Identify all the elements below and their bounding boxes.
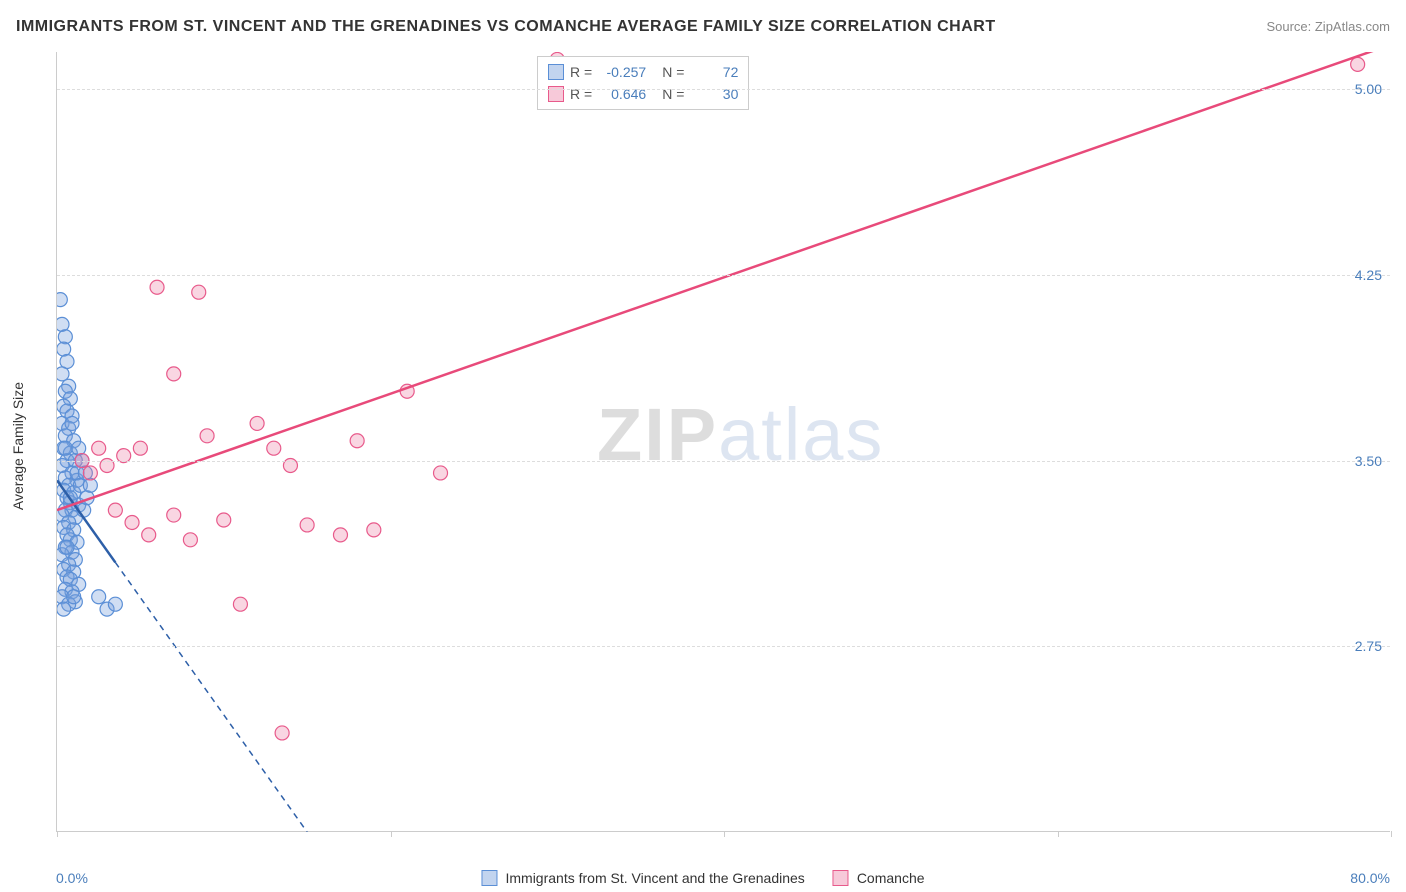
x-tick: [391, 831, 392, 837]
blue-point: [67, 590, 81, 604]
legend-bottom: Immigrants from St. Vincent and the Gren…: [481, 870, 924, 886]
n-label: N =: [662, 83, 684, 105]
r-label: R =: [570, 83, 592, 105]
pink-point: [167, 508, 181, 522]
blue-point: [57, 293, 67, 307]
pink-point: [200, 429, 214, 443]
y-axis-title: Average Family Size: [10, 382, 26, 510]
y-tick-label: 2.75: [1355, 638, 1382, 654]
legend-bottom-item-pink: Comanche: [833, 870, 925, 886]
x-axis-end-label: 80.0%: [1350, 870, 1390, 886]
pink-trendline: [57, 52, 1391, 510]
y-tick-label: 3.50: [1355, 453, 1382, 469]
legend-top: R = -0.257 N = 72 R = 0.646 N = 30: [537, 56, 749, 110]
pink-point: [350, 434, 364, 448]
blue-point: [65, 416, 79, 430]
blue-point: [92, 590, 106, 604]
blue-trendline-dashed: [115, 562, 307, 832]
blue-point: [57, 367, 69, 381]
blue-r-value: -0.257: [598, 61, 646, 83]
pink-point: [1351, 57, 1365, 71]
pink-point: [267, 441, 281, 455]
gridline-h: [57, 646, 1390, 647]
blue-n-value: 72: [690, 61, 738, 83]
pink-point: [133, 441, 147, 455]
pink-point: [217, 513, 231, 527]
blue-point: [108, 597, 122, 611]
blue-point: [58, 441, 72, 455]
pink-point: [367, 523, 381, 537]
pink-point: [92, 441, 106, 455]
pink-point: [83, 466, 97, 480]
chart-svg: [57, 52, 1391, 832]
pink-point: [167, 367, 181, 381]
blue-swatch-bottom: [481, 870, 497, 886]
pink-point: [125, 515, 139, 529]
blue-point: [57, 317, 69, 331]
x-tick: [724, 831, 725, 837]
pink-series-name: Comanche: [857, 870, 925, 886]
blue-point: [60, 540, 74, 554]
pink-point: [108, 503, 122, 517]
gridline-h: [57, 275, 1390, 276]
pink-point: [275, 726, 289, 740]
pink-point: [300, 518, 314, 532]
blue-point: [72, 441, 86, 455]
pink-point: [192, 285, 206, 299]
pink-point: [333, 528, 347, 542]
pink-point: [142, 528, 156, 542]
x-tick: [57, 831, 58, 837]
pink-n-value: 30: [690, 83, 738, 105]
legend-top-row-blue: R = -0.257 N = 72: [548, 61, 738, 83]
plot-area: ZIPatlas R =-0.257N =72R =0.646N =30 2.7…: [56, 52, 1390, 832]
gridline-h: [57, 461, 1390, 462]
x-axis-start-label: 0.0%: [56, 870, 88, 886]
n-label: N =: [662, 61, 684, 83]
legend-top-row-pink: R = 0.646 N = 30: [548, 83, 738, 105]
pink-point: [434, 466, 448, 480]
pink-r-value: 0.646: [598, 83, 646, 105]
pink-point: [150, 280, 164, 294]
blue-point: [57, 602, 71, 616]
y-tick-label: 4.25: [1355, 267, 1382, 283]
blue-series-name: Immigrants from St. Vincent and the Gren…: [505, 870, 804, 886]
blue-point: [58, 330, 72, 344]
r-label: R =: [570, 61, 592, 83]
y-tick-label: 5.00: [1355, 81, 1382, 97]
chart-source: Source: ZipAtlas.com: [1266, 19, 1390, 34]
x-tick: [1058, 831, 1059, 837]
x-tick: [1391, 831, 1392, 837]
pink-point: [250, 416, 264, 430]
legend-bottom-item-blue: Immigrants from St. Vincent and the Gren…: [481, 870, 804, 886]
pink-point: [233, 597, 247, 611]
blue-swatch: [548, 64, 564, 80]
pink-point: [183, 533, 197, 547]
chart-title: IMMIGRANTS FROM ST. VINCENT AND THE GREN…: [16, 18, 996, 36]
blue-point: [57, 342, 71, 356]
pink-swatch-bottom: [833, 870, 849, 886]
gridline-h: [57, 89, 1390, 90]
